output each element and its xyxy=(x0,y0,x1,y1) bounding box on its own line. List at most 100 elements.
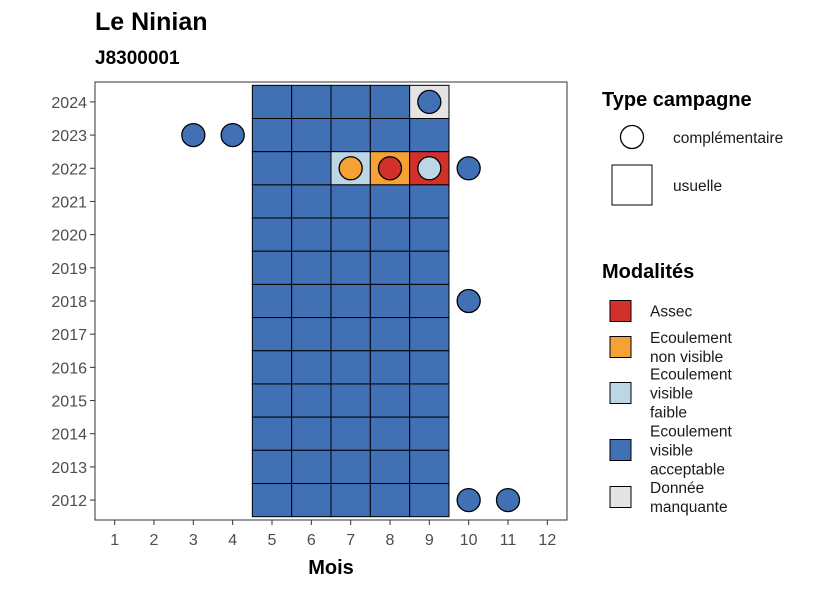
tile-2017-9 xyxy=(409,317,450,352)
tile-2012-9 xyxy=(409,483,450,518)
y-tick-label-2013: 2013 xyxy=(51,460,87,477)
tile-2021-5 xyxy=(251,184,293,219)
point-2012-10 xyxy=(456,487,481,513)
x-tick-label-5: 5 xyxy=(268,532,277,549)
y-tick-label-2023: 2023 xyxy=(51,128,87,145)
tile-2019-6 xyxy=(291,250,332,285)
point-2018-10 xyxy=(456,288,481,314)
y-tick-label-2019: 2019 xyxy=(51,261,87,278)
tile-2014-8 xyxy=(369,416,411,451)
tile-2013-8 xyxy=(369,449,411,484)
tile-2014-7 xyxy=(330,416,371,451)
tile-2023-9 xyxy=(409,118,450,153)
legend-label-0-0: Assec xyxy=(650,304,692,321)
tile-2012-6 xyxy=(291,483,332,518)
tile-2016-5 xyxy=(251,350,293,385)
tile-2020-8 xyxy=(369,217,411,252)
legend-modalites-title: Modalités xyxy=(602,261,694,283)
x-tick-label-10: 10 xyxy=(460,532,478,549)
x-tick-label-2: 2 xyxy=(150,532,159,549)
legend-label-3-2: acceptable xyxy=(650,462,725,479)
y-tick-label-2015: 2015 xyxy=(51,394,87,411)
y-tick-label-2014: 2014 xyxy=(51,427,87,444)
tile-2021-6 xyxy=(291,184,332,219)
tile-2014-5 xyxy=(251,416,293,451)
legend-key-4 xyxy=(609,486,632,508)
tile-2021-7 xyxy=(330,184,371,219)
tile-2016-7 xyxy=(330,350,371,385)
x-tick-label-1: 1 xyxy=(110,532,119,549)
y-tick-label-2018: 2018 xyxy=(51,294,87,311)
tile-layer xyxy=(251,84,450,518)
tile-2020-7 xyxy=(330,217,371,252)
legend-type-label-1: usuelle xyxy=(673,178,722,195)
tile-2015-9 xyxy=(409,383,450,418)
legend-label-3-1: visible xyxy=(650,443,693,460)
point-2022-8 xyxy=(377,156,403,181)
tile-2014-9 xyxy=(409,416,450,451)
tile-2020-6 xyxy=(291,217,332,252)
tile-2020-5 xyxy=(251,217,293,252)
x-tick-label-7: 7 xyxy=(346,532,355,549)
tile-2024-7 xyxy=(330,84,371,120)
legend-label-1-0: Ecoulement xyxy=(650,330,733,347)
tile-2017-7 xyxy=(330,317,371,352)
point-layer xyxy=(181,89,521,513)
legend-square-key xyxy=(611,164,653,206)
x-axis-title: Mois xyxy=(308,557,354,579)
legend-label-2-0: Ecoulement xyxy=(650,367,733,384)
legend-key-2 xyxy=(609,382,632,404)
tile-2016-8 xyxy=(369,350,411,385)
tile-2023-5 xyxy=(251,118,293,153)
legend-key-1 xyxy=(609,336,632,358)
tile-2020-9 xyxy=(409,217,450,252)
tile-2018-5 xyxy=(251,283,293,319)
tile-2018-7 xyxy=(330,283,371,319)
tile-2015-8 xyxy=(369,383,411,418)
y-tick-label-2016: 2016 xyxy=(51,360,87,377)
point-2023-3 xyxy=(181,122,206,148)
legend-label-2-1: visible xyxy=(650,386,693,403)
y-tick-label-2017: 2017 xyxy=(51,327,87,344)
tile-2019-8 xyxy=(369,250,411,285)
legend-circle-key xyxy=(619,124,645,150)
chart-title: Le Ninian xyxy=(95,8,208,36)
tile-2013-5 xyxy=(251,449,293,484)
tile-2017-5 xyxy=(251,317,293,352)
x-tick-label-8: 8 xyxy=(386,532,395,549)
tile-2013-6 xyxy=(291,449,332,484)
tile-2022-6 xyxy=(291,151,332,186)
tile-2024-6 xyxy=(291,84,332,120)
tile-2013-9 xyxy=(409,449,450,484)
y-tick-label-2021: 2021 xyxy=(51,194,87,211)
tile-2023-7 xyxy=(330,118,371,153)
tile-2021-9 xyxy=(409,184,450,219)
x-tick-label-11: 11 xyxy=(500,532,517,549)
tile-2023-8 xyxy=(369,118,411,153)
tile-2016-9 xyxy=(409,350,450,385)
tile-2023-6 xyxy=(291,118,332,153)
tile-2024-8 xyxy=(369,84,411,120)
tile-2012-7 xyxy=(330,483,371,518)
chart-subtitle: J8300001 xyxy=(95,48,180,69)
x-tick-label-9: 9 xyxy=(425,532,434,549)
tile-2019-5 xyxy=(251,250,293,285)
x-tick-label-3: 3 xyxy=(189,532,198,549)
tile-2018-8 xyxy=(369,283,411,319)
legend-key-0 xyxy=(609,300,632,322)
tile-2018-9 xyxy=(409,283,450,319)
point-2022-7 xyxy=(338,156,363,181)
tile-2015-5 xyxy=(251,383,293,418)
x-tick-label-4: 4 xyxy=(228,532,237,549)
tile-2015-7 xyxy=(330,383,371,418)
tile-2017-8 xyxy=(369,317,411,352)
legend-key-3 xyxy=(609,439,632,461)
y-tick-label-2020: 2020 xyxy=(51,228,87,245)
tile-2012-5 xyxy=(251,483,293,518)
x-tick-label-12: 12 xyxy=(538,532,556,549)
tile-2017-6 xyxy=(291,317,332,352)
legend-type-campagne: Type campagne complémentaire usuelle xyxy=(602,89,783,206)
tile-2019-9 xyxy=(409,250,450,285)
